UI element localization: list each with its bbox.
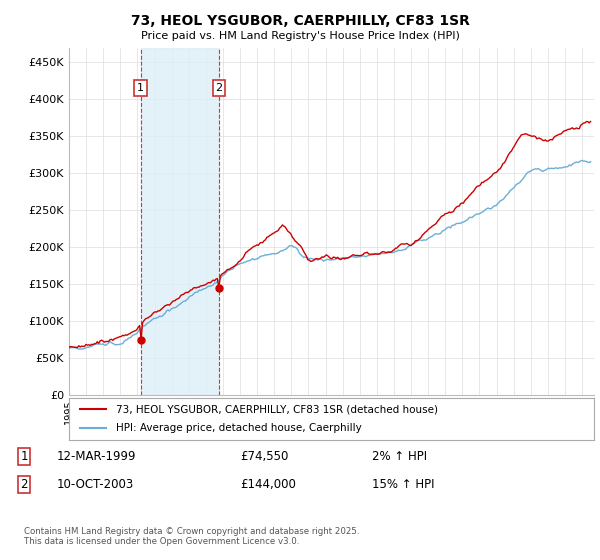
Text: 12-MAR-1999: 12-MAR-1999 bbox=[57, 450, 137, 463]
Text: 73, HEOL YSGUBOR, CAERPHILLY, CF83 1SR (detached house): 73, HEOL YSGUBOR, CAERPHILLY, CF83 1SR (… bbox=[116, 404, 438, 414]
Text: HPI: Average price, detached house, Caerphilly: HPI: Average price, detached house, Caer… bbox=[116, 423, 362, 433]
Bar bbox=[140, 48, 219, 395]
Text: 1: 1 bbox=[137, 83, 144, 93]
Text: 73, HEOL YSGUBOR, CAERPHILLY, CF83 1SR: 73, HEOL YSGUBOR, CAERPHILLY, CF83 1SR bbox=[131, 14, 469, 28]
Text: £74,550: £74,550 bbox=[240, 450, 289, 463]
Text: 10-OCT-2003: 10-OCT-2003 bbox=[57, 478, 134, 491]
Text: Contains HM Land Registry data © Crown copyright and database right 2025.
This d: Contains HM Land Registry data © Crown c… bbox=[24, 526, 359, 546]
Text: 2: 2 bbox=[20, 478, 28, 491]
Text: 15% ↑ HPI: 15% ↑ HPI bbox=[372, 478, 434, 491]
Text: 2% ↑ HPI: 2% ↑ HPI bbox=[372, 450, 427, 463]
Text: 2: 2 bbox=[215, 83, 223, 93]
Text: £144,000: £144,000 bbox=[240, 478, 296, 491]
Text: 1: 1 bbox=[20, 450, 28, 463]
Text: Price paid vs. HM Land Registry's House Price Index (HPI): Price paid vs. HM Land Registry's House … bbox=[140, 31, 460, 41]
